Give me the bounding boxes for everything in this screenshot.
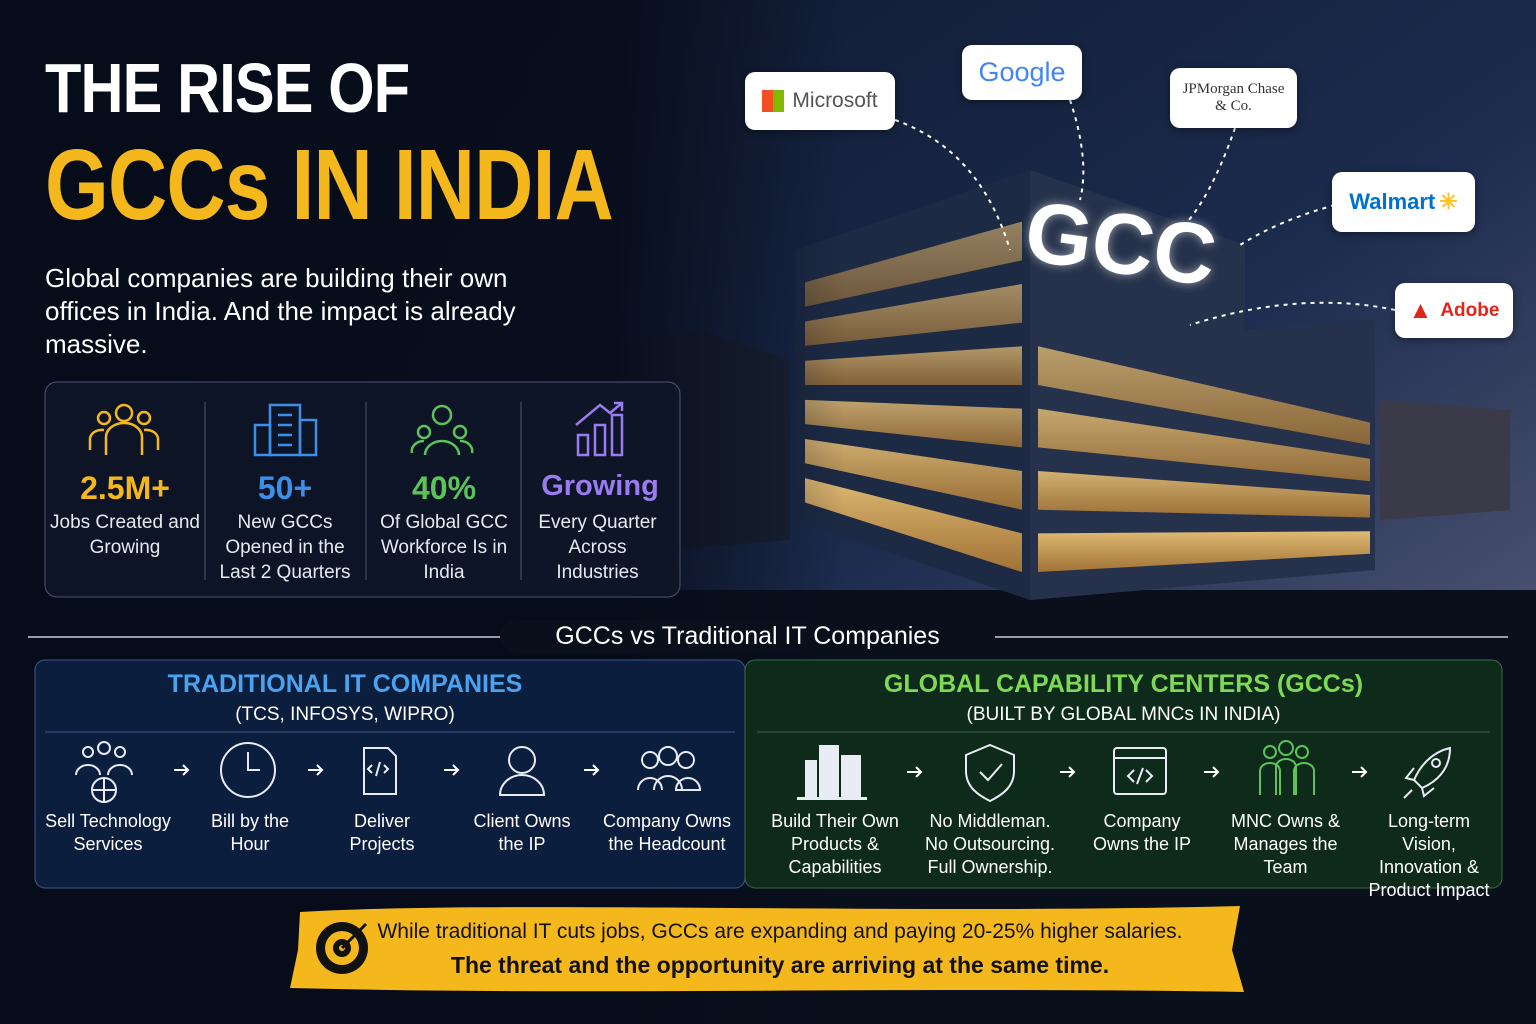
traditional-icons [75, 741, 702, 803]
footer-band [290, 906, 1244, 992]
step-label: Bill by the Hour [210, 811, 290, 854]
stat-label: Jobs Created and Growing [50, 512, 200, 558]
target-icon [316, 922, 368, 974]
connector-lines [894, 99, 1396, 326]
logo-mark: ✳ [1439, 189, 1458, 214]
stat-value: 50+ [257, 470, 313, 506]
logo-google: Google [962, 45, 1082, 100]
stat-value: 2.5M+ [80, 470, 170, 506]
stat-label: New GCCs Opened in the Last 2 Quarters [219, 512, 351, 583]
step-label: Company Owns the Headcount [602, 811, 732, 854]
title-line2: GCCs IN INDIA [45, 129, 614, 241]
subtitle: Global companies are building their own … [45, 263, 516, 359]
logo-text: Adobe [1440, 299, 1500, 321]
step-label: Sell Technology Services [45, 811, 171, 854]
logo-microsoft: Microsoft [745, 72, 895, 130]
step-label: MNC Owns & Manages the Team [1230, 811, 1340, 877]
footer-line2: The threat and the opportunity are arriv… [450, 952, 1110, 978]
step-label: Client Owns the IP [473, 811, 571, 854]
logo-mark: ▲ [1408, 296, 1433, 324]
panel-title: GLOBAL CAPABILITY CENTERS (GCCs) [883, 670, 1364, 698]
step-label: Company Owns the IP [1092, 811, 1192, 854]
step-label: Long-term Vision, Innovation & Product I… [1368, 811, 1490, 900]
stat-label: Every Quarter Across Industries [538, 512, 657, 583]
step-label: Build Their Own Products & Capabilities [771, 811, 899, 877]
step-label: No Middleman. No Outsourcing. Full Owner… [924, 811, 1056, 877]
gcc-panel [744, 659, 1503, 889]
stat-separators [204, 402, 522, 580]
gcc-icons [797, 740, 1452, 803]
logo-text: Microsoft [792, 89, 878, 112]
logo-mark [762, 90, 785, 112]
comparison-title: GCCs vs Traditional IT Companies [500, 620, 995, 653]
panel-title: TRADITIONAL IT COMPANIES [167, 670, 523, 698]
panel-subtitle: (TCS, INFOSYS, WIPRO) [235, 704, 455, 725]
panel-subtitle: (BUILT BY GLOBAL MNCs IN INDIA) [966, 704, 1281, 725]
arrows [174, 764, 1368, 778]
stat-value: 40% [411, 470, 477, 506]
logo-jpmorgan: JPMorgan Chase & Co. [1170, 68, 1297, 128]
footer-line1: While traditional IT cuts jobs, GCCs are… [377, 920, 1183, 943]
logo-walmart: Walmart ✳ [1332, 172, 1475, 232]
step-label: Deliver Projects [349, 811, 415, 854]
title-line1: THE RISE OF [45, 49, 410, 127]
stat-label: Of Global GCC Workforce Is in India [380, 512, 508, 583]
logo-text: Walmart [1349, 189, 1436, 214]
logo-adobe: ▲ Adobe [1395, 283, 1513, 338]
stat-value: Growing [541, 470, 659, 502]
stat-icons [88, 401, 624, 457]
